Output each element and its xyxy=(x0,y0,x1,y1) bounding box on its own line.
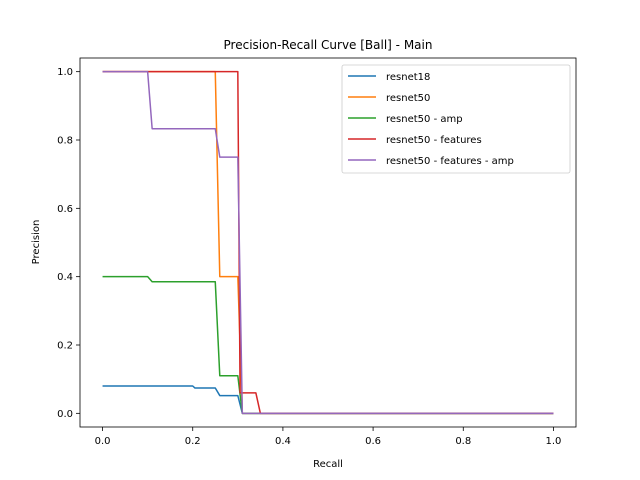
plot-area xyxy=(79,57,577,428)
y-tick-label: 0.2 xyxy=(57,341,73,352)
x-tick-label: 0.8 xyxy=(455,436,471,447)
y-axis-label: Precision xyxy=(31,220,42,265)
chart-title: Precision-Recall Curve [Ball] - Main xyxy=(224,38,433,52)
legend-label-3: resnet50 - amp xyxy=(386,114,463,125)
y-axis: 0.0 0.2 0.4 0.6 0.8 1.0 xyxy=(57,67,80,420)
legend: resnet18 resnet50 resnet50 - amp resnet50 -… xyxy=(341,64,571,174)
legend-label-5: resnet50 - features - amp xyxy=(386,156,514,167)
x-axis: 0.0 0.2 0.4 0.6 0.8 1.0 xyxy=(95,427,562,447)
y-tick-label: 0.4 xyxy=(57,272,73,283)
x-tick-label: 0.4 xyxy=(275,436,291,447)
y-tick-label: 0.0 xyxy=(57,409,73,420)
y-tick-label: 1.0 xyxy=(57,67,73,78)
y-tick-label: 0.8 xyxy=(57,136,73,147)
legend-label-2: resnet50 xyxy=(386,93,430,104)
series-line-5 xyxy=(102,70,554,415)
series-group xyxy=(102,70,554,415)
x-tick-label: 1.0 xyxy=(546,436,562,447)
x-axis-label: Recall xyxy=(313,459,343,470)
y-tick-label: 0.6 xyxy=(57,204,73,215)
x-tick-label: 0.0 xyxy=(95,436,111,447)
legend-label-1: resnet18 xyxy=(386,72,430,83)
x-tick-label: 0.2 xyxy=(185,436,201,447)
x-tick-label: 0.6 xyxy=(365,436,381,447)
axes-frame xyxy=(79,57,577,428)
legend-box xyxy=(341,64,571,174)
legend-label-4: resnet50 - features xyxy=(386,135,482,146)
